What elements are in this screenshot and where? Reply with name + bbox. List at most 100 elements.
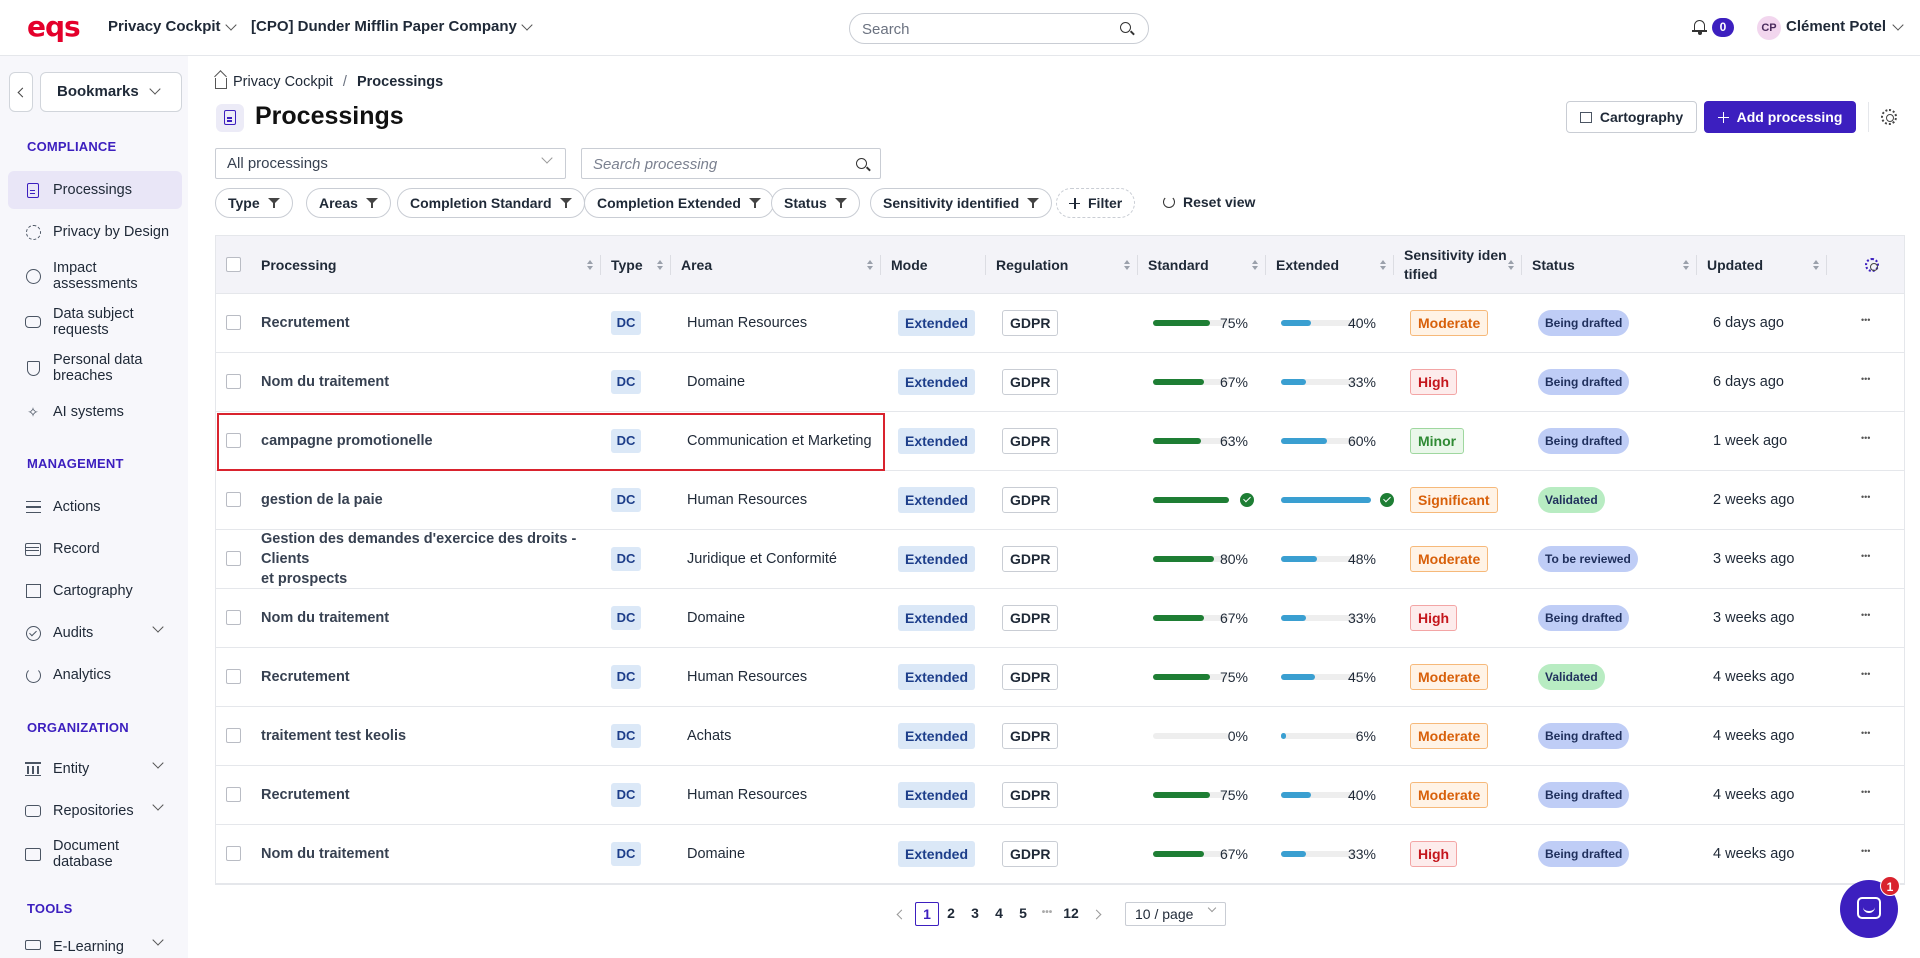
processing-name[interactable]: Nom du traitement: [261, 374, 390, 390]
row-checkbox[interactable]: [226, 610, 241, 625]
row-checkbox[interactable]: [226, 492, 241, 507]
processing-cell[interactable]: Recrutement: [261, 294, 596, 352]
sort-icon[interactable]: [1508, 260, 1514, 270]
processing-search-input[interactable]: [593, 154, 843, 174]
processing-name[interactable]: Recrutement: [261, 787, 350, 803]
processing-name[interactable]: Gestion des demandes d'exercice des droi…: [261, 531, 577, 587]
more-options-icon[interactable]: [1861, 492, 1875, 503]
filter-type[interactable]: Type: [215, 188, 293, 218]
processing-cell[interactable]: Gestion des demandes d'exercice des droi…: [261, 530, 596, 588]
more-options-icon[interactable]: [1861, 846, 1875, 857]
column-header-standard[interactable]: Standard: [1138, 236, 1266, 294]
row-checkbox[interactable]: [226, 846, 241, 861]
sidebar-item-repositories[interactable]: Repositories: [8, 792, 182, 830]
sort-icon[interactable]: [1380, 260, 1386, 270]
sort-icon[interactable]: [1252, 260, 1258, 270]
collapse-sidebar-button[interactable]: [9, 72, 33, 112]
table-row[interactable]: Recrutement DC Human Resources Extended GDPR…: [216, 766, 1904, 825]
processing-scope-select[interactable]: All processings: [215, 148, 566, 179]
table-row[interactable]: Nom du traitement DC Domaine Extended GDPR 67…: [216, 825, 1904, 884]
sidebar-item-actions[interactable]: Actions: [8, 488, 182, 526]
processing-cell[interactable]: traitement test keolis: [261, 707, 596, 765]
column-header-area[interactable]: Area: [671, 236, 881, 294]
sidebar-item-processings[interactable]: Processings: [8, 171, 182, 209]
select-all-checkbox[interactable]: [226, 257, 241, 272]
filter-completion-extended[interactable]: Completion Extended: [584, 188, 774, 218]
chevron-left-icon[interactable]: [896, 909, 907, 919]
row-checkbox[interactable]: [226, 669, 241, 684]
page-4[interactable]: 4: [995, 905, 1003, 921]
reset-view-button[interactable]: Reset view: [1163, 194, 1255, 210]
page-2[interactable]: 2: [947, 905, 955, 921]
sidebar-item-personal-data-breaches[interactable]: Personal data breaches: [8, 348, 182, 388]
table-row[interactable]: gestion de la paie DC Human Resources Exten…: [216, 471, 1904, 530]
sidebar-item-record[interactable]: Record: [8, 530, 182, 568]
breadcrumb-home[interactable]: Privacy Cockpit: [233, 74, 333, 90]
page-1[interactable]: 1: [915, 902, 939, 926]
page-size-select[interactable]: 10 / page: [1125, 902, 1226, 926]
processing-cell[interactable]: gestion de la paie: [261, 471, 596, 529]
column-header-regulation[interactable]: Regulation: [986, 236, 1138, 294]
column-header-sensitivity[interactable]: Sensitivity iden tified: [1394, 236, 1522, 294]
cartography-button[interactable]: Cartography: [1566, 101, 1697, 133]
sort-icon[interactable]: [587, 260, 593, 270]
sidebar-item-audits[interactable]: Audits: [8, 614, 182, 652]
table-row[interactable]: Gestion des demandes d'exercice des droi…: [216, 530, 1904, 589]
chevron-right-icon[interactable]: [1091, 909, 1102, 919]
user-menu[interactable]: Clément Potel: [1786, 18, 1904, 35]
table-row[interactable]: traitement test keolis DC Achats Extended GD…: [216, 707, 1904, 766]
processing-cell[interactable]: campagne promotionelle: [261, 412, 596, 470]
column-header-status[interactable]: Status: [1522, 236, 1697, 294]
organization-switcher[interactable]: [CPO] Dunder Mifflin Paper Company: [251, 18, 533, 35]
app-switcher[interactable]: Privacy Cockpit: [108, 18, 237, 35]
sort-icon[interactable]: [657, 260, 663, 270]
table-row[interactable]: campagne promotionelle DC Communication et…: [216, 412, 1904, 471]
processing-cell[interactable]: Nom du traitement: [261, 353, 596, 411]
add-processing-button[interactable]: Add processing: [1704, 101, 1856, 133]
processing-name[interactable]: traitement test keolis: [261, 728, 407, 744]
bookmarks-dropdown[interactable]: Bookmarks: [40, 72, 182, 112]
search-icon[interactable]: [856, 158, 867, 169]
more-options-icon[interactable]: [1861, 374, 1875, 385]
global-search-input[interactable]: [862, 19, 1102, 39]
sort-icon[interactable]: [1813, 260, 1819, 270]
column-header-processing[interactable]: Processing: [251, 236, 601, 294]
more-options-icon[interactable]: [1861, 433, 1875, 444]
sidebar-item-e-learning[interactable]: E-Learning: [8, 932, 182, 958]
more-options-icon[interactable]: [1861, 551, 1875, 562]
sidebar-item-ai-systems[interactable]: ✧ AI systems: [8, 393, 182, 431]
bell-icon[interactable]: [1692, 20, 1707, 35]
row-checkbox[interactable]: [226, 728, 241, 743]
page-ellipsis[interactable]: •••: [1041, 907, 1053, 918]
page-5[interactable]: 5: [1019, 905, 1027, 921]
filter-areas[interactable]: Areas: [306, 188, 391, 218]
processing-name[interactable]: Recrutement: [261, 669, 350, 685]
page-3[interactable]: 3: [971, 905, 979, 921]
processing-cell[interactable]: Nom du traitement: [261, 589, 596, 647]
filter-sensitivity-identified[interactable]: Sensitivity identified: [870, 188, 1053, 218]
column-settings-icon[interactable]: [1865, 258, 1879, 272]
row-checkbox[interactable]: [226, 433, 241, 448]
row-checkbox[interactable]: [226, 551, 241, 566]
sidebar-item-cartography[interactable]: Cartography: [8, 572, 182, 610]
row-checkbox[interactable]: [226, 787, 241, 802]
more-options-icon[interactable]: [1861, 669, 1875, 680]
eqs-logo[interactable]: eqs: [27, 10, 81, 43]
column-header-updated[interactable]: Updated: [1697, 236, 1827, 294]
processing-name[interactable]: campagne promotionelle: [261, 433, 433, 449]
avatar[interactable]: CP: [1757, 16, 1781, 40]
sidebar-item-analytics[interactable]: Analytics: [8, 656, 182, 694]
more-options-icon[interactable]: [1861, 610, 1875, 621]
column-header-type[interactable]: Type: [601, 236, 671, 294]
column-header-extended[interactable]: Extended: [1266, 236, 1394, 294]
row-checkbox[interactable]: [226, 315, 241, 330]
processing-name[interactable]: Recrutement: [261, 315, 350, 331]
processing-cell[interactable]: Recrutement: [261, 766, 596, 824]
page-12[interactable]: 12: [1063, 905, 1079, 921]
sort-icon[interactable]: [1683, 260, 1689, 270]
processing-name[interactable]: Nom du traitement: [261, 610, 390, 626]
table-row[interactable]: Recrutement DC Human Resources Extended GDPR…: [216, 294, 1904, 353]
filter-completion-standard[interactable]: Completion Standard: [397, 188, 585, 218]
filter-status[interactable]: Status: [771, 188, 860, 218]
sidebar-item-data-subject-requests[interactable]: Data subject requests: [8, 302, 182, 342]
